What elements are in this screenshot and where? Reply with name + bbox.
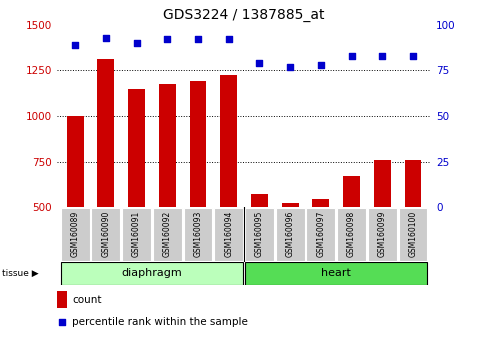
- Point: [286, 64, 294, 69]
- Point: [71, 42, 79, 48]
- Text: GSM160093: GSM160093: [193, 210, 203, 257]
- Point: [255, 60, 263, 66]
- Text: heart: heart: [321, 268, 351, 279]
- Bar: [368, 208, 397, 261]
- Bar: [374, 160, 390, 207]
- Bar: [122, 208, 151, 261]
- Text: GSM160096: GSM160096: [285, 210, 295, 257]
- Bar: [214, 208, 243, 261]
- Text: GSM160100: GSM160100: [408, 210, 418, 257]
- Text: GSM160094: GSM160094: [224, 210, 233, 257]
- Text: GSM160090: GSM160090: [102, 210, 110, 257]
- Bar: [398, 208, 427, 261]
- Text: GSM160091: GSM160091: [132, 210, 141, 257]
- Text: GSM160092: GSM160092: [163, 210, 172, 257]
- Point: [133, 40, 141, 46]
- Bar: [183, 208, 212, 261]
- Point: [225, 36, 233, 42]
- Text: GSM160099: GSM160099: [378, 210, 387, 257]
- Bar: [153, 208, 182, 261]
- Bar: [343, 176, 360, 207]
- Text: GSM160097: GSM160097: [317, 210, 325, 257]
- Point: [409, 53, 417, 59]
- Point: [58, 319, 66, 325]
- Bar: [282, 204, 299, 207]
- Bar: [306, 208, 335, 261]
- Text: GSM160089: GSM160089: [70, 210, 80, 257]
- Point: [317, 62, 325, 68]
- Bar: [61, 208, 90, 261]
- Bar: [313, 199, 329, 207]
- Bar: [245, 262, 427, 285]
- Title: GDS3224 / 1387885_at: GDS3224 / 1387885_at: [163, 8, 325, 22]
- Text: tissue ▶: tissue ▶: [2, 269, 39, 278]
- Bar: [337, 208, 366, 261]
- Point: [378, 53, 386, 59]
- Text: percentile rank within the sample: percentile rank within the sample: [72, 316, 248, 327]
- Point: [194, 36, 202, 42]
- Point: [163, 36, 171, 42]
- Bar: [91, 208, 120, 261]
- Text: count: count: [72, 295, 102, 304]
- Bar: [220, 75, 237, 207]
- Bar: [98, 59, 114, 207]
- Bar: [61, 262, 243, 285]
- Text: diaphragm: diaphragm: [122, 268, 182, 279]
- Bar: [128, 88, 145, 207]
- Bar: [251, 194, 268, 207]
- Bar: [189, 81, 207, 207]
- Bar: [276, 208, 305, 261]
- Bar: [57, 291, 67, 308]
- Bar: [404, 160, 422, 207]
- Text: GSM160098: GSM160098: [347, 210, 356, 257]
- Bar: [159, 84, 176, 207]
- Bar: [245, 208, 274, 261]
- Point: [102, 35, 110, 40]
- Bar: [67, 116, 84, 207]
- Text: GSM160095: GSM160095: [255, 210, 264, 257]
- Point: [348, 53, 355, 59]
